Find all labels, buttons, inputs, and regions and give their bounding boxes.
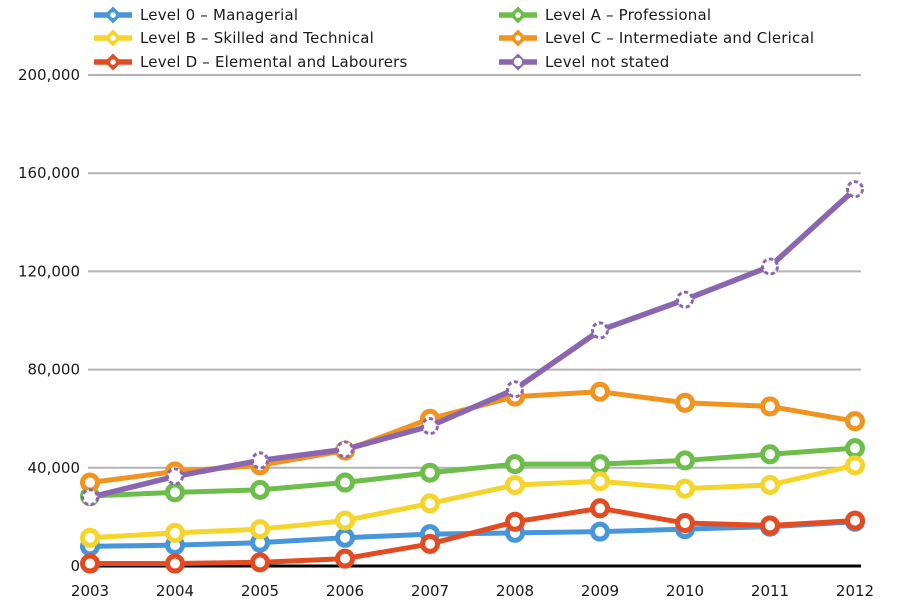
legend-marker-icon (94, 29, 132, 47)
legend-column-right: Level A – Professional Level C – Intermed… (499, 3, 814, 74)
data-point-level-b-skilled-and-technical-2003 (80, 527, 100, 548)
x-tick-label: 2010 (666, 582, 704, 600)
x-tick-label: 2007 (411, 582, 449, 600)
data-point-level-d-elemental-and-labourers-2008 (505, 511, 525, 532)
data-point-level-b-skilled-and-technical-2006 (335, 510, 355, 531)
data-point-level-d-elemental-and-labourers-2004 (165, 553, 185, 574)
y-tick-label: 120,000 (18, 262, 80, 280)
data-point-level-not-stated-2007 (421, 417, 439, 436)
legend-marker-icon (94, 6, 132, 24)
data-point-level-d-elemental-and-labourers-2011 (760, 515, 780, 536)
data-point-level-c-intermediate-and-clerical-2003 (80, 472, 100, 493)
data-point-level-not-stated-2012 (846, 180, 864, 199)
data-point-level-d-elemental-and-labourers-2012 (845, 510, 865, 531)
legend-item-level-a-professional: Level A – Professional (499, 3, 814, 27)
x-tick-label: 2006 (326, 582, 364, 600)
x-tick-label: 2012 (836, 582, 874, 600)
data-point-level-a-professional-2011 (760, 444, 780, 465)
data-point-level-d-elemental-and-labourers-2005 (250, 552, 270, 573)
data-point-level-0-managerial-2009 (590, 521, 610, 542)
legend-marker-icon (499, 6, 537, 24)
data-point-level-d-elemental-and-labourers-2003 (80, 553, 100, 574)
y-tick-label: 40,000 (28, 459, 81, 477)
series-line-level-b-skilled-and-technical (87, 462, 858, 541)
legend-label: Level A – Professional (545, 5, 712, 24)
data-point-level-a-professional-2009 (590, 454, 610, 475)
data-point-level-d-elemental-and-labourers-2009 (590, 498, 610, 519)
legend-item-level-b-skilled-and-technical: Level B – Skilled and Technical (94, 27, 408, 51)
data-point-level-not-stated-2004 (166, 467, 184, 486)
y-tick-label: 80,000 (28, 361, 81, 379)
data-point-level-not-stated-2011 (761, 257, 779, 276)
data-point-level-a-professional-2004 (165, 482, 185, 503)
legend-item-level-not-stated: Level not stated (499, 50, 814, 74)
legend-marker-icon (499, 53, 537, 71)
data-point-level-not-stated-2010 (676, 290, 694, 309)
series-line-level-a-professional (87, 445, 858, 499)
data-point-level-c-intermediate-and-clerical-2009 (590, 381, 610, 402)
legend-label: Level D – Elemental and Labourers (140, 52, 408, 71)
legend-item-level-0-managerial: Level 0 – Managerial (94, 3, 408, 27)
x-tick-label: 2008 (496, 582, 534, 600)
legend-item-level-d-elemental-and-labourers: Level D – Elemental and Labourers (94, 50, 408, 74)
legend-label: Level B – Skilled and Technical (140, 29, 374, 48)
data-point-level-b-skilled-and-technical-2011 (760, 474, 780, 495)
data-point-level-b-skilled-and-technical-2009 (590, 471, 610, 492)
data-point-level-c-intermediate-and-clerical-2012 (845, 411, 865, 432)
legend-label: Level C – Intermediate and Clerical (545, 29, 815, 48)
legend-column-left: Level 0 – Managerial Level B – Skilled an… (94, 3, 408, 74)
data-point-level-0-managerial-2006 (335, 527, 355, 548)
data-point-level-a-professional-2012 (845, 438, 865, 459)
x-tick-label: 2003 (71, 582, 109, 600)
data-point-level-d-elemental-and-labourers-2006 (335, 548, 355, 569)
data-point-level-c-intermediate-and-clerical-2010 (675, 392, 695, 413)
data-point-level-b-skilled-and-technical-2007 (420, 493, 440, 514)
data-point-level-c-intermediate-and-clerical-2011 (760, 396, 780, 417)
data-point-level-not-stated-2008 (506, 380, 524, 399)
x-tick-label: 2004 (156, 582, 194, 600)
y-tick-label: 160,000 (18, 164, 80, 182)
data-point-level-a-professional-2007 (420, 462, 440, 483)
x-tick-label: 2005 (241, 582, 279, 600)
data-point-level-d-elemental-and-labourers-2007 (420, 533, 440, 554)
data-point-level-b-skilled-and-technical-2005 (250, 519, 270, 540)
data-point-level-b-skilled-and-technical-2008 (505, 474, 525, 495)
y-tick-label: 0 (70, 557, 80, 575)
data-point-level-d-elemental-and-labourers-2010 (675, 513, 695, 534)
legend-item-level-c-intermediate-and-clerical: Level C – Intermediate and Clerical (499, 27, 814, 51)
data-point-level-b-skilled-and-technical-2012 (845, 455, 865, 476)
data-point-level-not-stated-2003 (81, 488, 99, 507)
legend-marker-icon (94, 53, 132, 71)
data-point-level-not-stated-2005 (251, 451, 269, 470)
data-point-level-not-stated-2009 (591, 321, 609, 340)
x-tick-label: 2011 (751, 582, 789, 600)
data-point-level-b-skilled-and-technical-2010 (675, 478, 695, 499)
x-tick-label: 2009 (581, 582, 619, 600)
y-tick-label: 200,000 (18, 66, 80, 84)
legend-marker-icon (499, 29, 537, 47)
series-line-level-not-stated (87, 186, 858, 501)
data-point-level-not-stated-2006 (336, 440, 354, 459)
series-line-level-d-elemental-and-labourers (87, 505, 858, 567)
legend-label: Level 0 – Managerial (140, 5, 299, 24)
data-point-level-a-professional-2008 (505, 454, 525, 475)
legend-label: Level not stated (545, 52, 670, 71)
data-point-level-a-professional-2010 (675, 450, 695, 471)
data-point-level-a-professional-2005 (250, 479, 270, 500)
data-point-level-a-professional-2006 (335, 472, 355, 493)
data-point-level-b-skilled-and-technical-2004 (165, 522, 185, 543)
